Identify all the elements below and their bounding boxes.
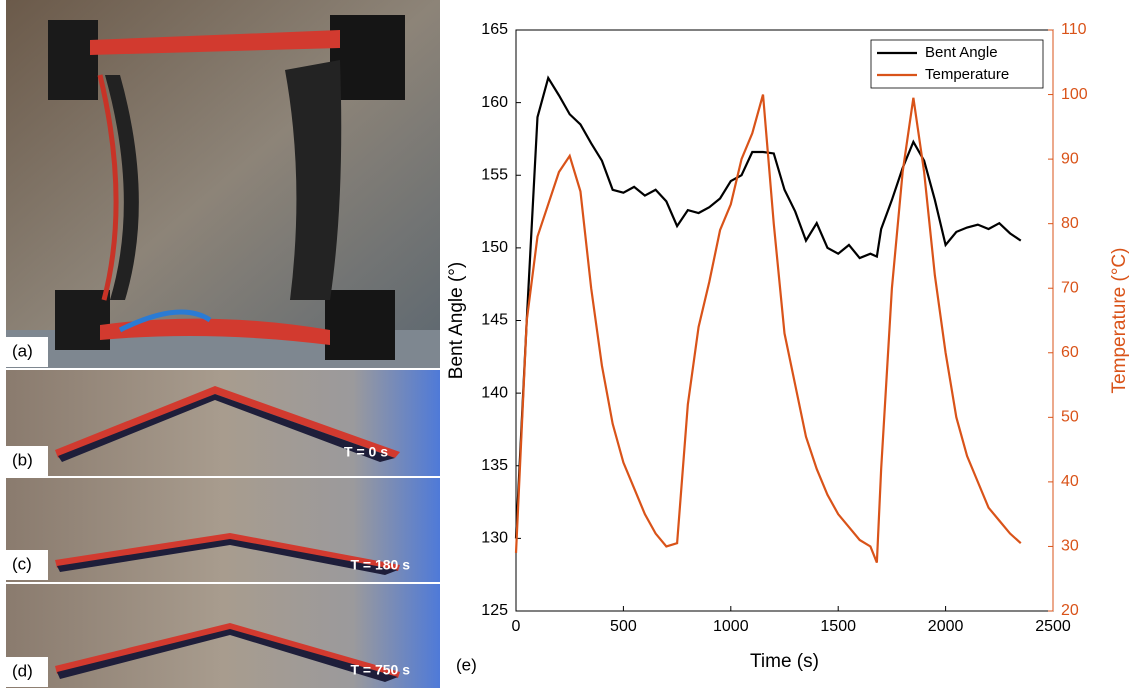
data-line <box>514 94 1022 563</box>
x-axis-label: Time (s) <box>750 651 819 672</box>
y2-tick-label: 60 <box>1061 344 1079 361</box>
y-tick-label: 145 <box>481 312 508 329</box>
y-tick-label: 140 <box>481 384 508 401</box>
photo-a <box>6 0 440 368</box>
y-axis-label: Bent Angle (°) <box>446 262 467 379</box>
y2-tick-label: 70 <box>1061 279 1079 296</box>
y2-tick-label: 80 <box>1061 215 1079 232</box>
photo-c <box>6 478 440 582</box>
y-tick-label: 150 <box>481 239 508 256</box>
photo-d <box>6 584 440 688</box>
x-tick-label: 2000 <box>928 618 964 635</box>
panel-label: (b) <box>12 450 33 469</box>
y2-tick-label: 90 <box>1061 150 1079 167</box>
x-tick-label: 2500 <box>1035 618 1071 635</box>
photo-b <box>6 370 440 476</box>
legend-label: Temperature <box>925 66 1009 83</box>
y2-tick-label: 100 <box>1061 86 1088 103</box>
x-tick-label: 1500 <box>820 618 856 635</box>
x-tick-label: 0 <box>512 618 521 635</box>
y2-tick-label: 50 <box>1061 409 1079 426</box>
y2-tick-label: 40 <box>1061 473 1079 490</box>
panel-label: (a) <box>12 341 33 360</box>
legend-label: Bent Angle <box>925 44 998 61</box>
y-tick-label: 165 <box>481 21 508 38</box>
y2-tick-label: 20 <box>1061 602 1079 619</box>
y2-tick-label: 30 <box>1061 538 1079 555</box>
y-tick-label: 155 <box>481 166 508 183</box>
data-line <box>514 75 1022 539</box>
y-tick-label: 160 <box>481 94 508 111</box>
legend-box <box>870 39 1044 89</box>
time-caption: T = 180 s <box>350 557 410 573</box>
panel-label: (e) <box>456 655 477 674</box>
y2-axis-label: Temperature (°C) <box>1109 248 1130 394</box>
panel-label: (c) <box>12 554 32 573</box>
time-caption: T = 750 s <box>350 662 410 678</box>
y-tick-label: 125 <box>481 602 508 619</box>
panel-label: (d) <box>12 661 33 680</box>
y-tick-label: 130 <box>481 530 508 547</box>
y-tick-label: 135 <box>481 457 508 474</box>
x-tick-label: 1000 <box>713 618 749 635</box>
time-caption: T = 0 s <box>344 444 388 460</box>
x-tick-label: 500 <box>610 618 637 635</box>
y2-tick-label: 110 <box>1061 21 1087 38</box>
